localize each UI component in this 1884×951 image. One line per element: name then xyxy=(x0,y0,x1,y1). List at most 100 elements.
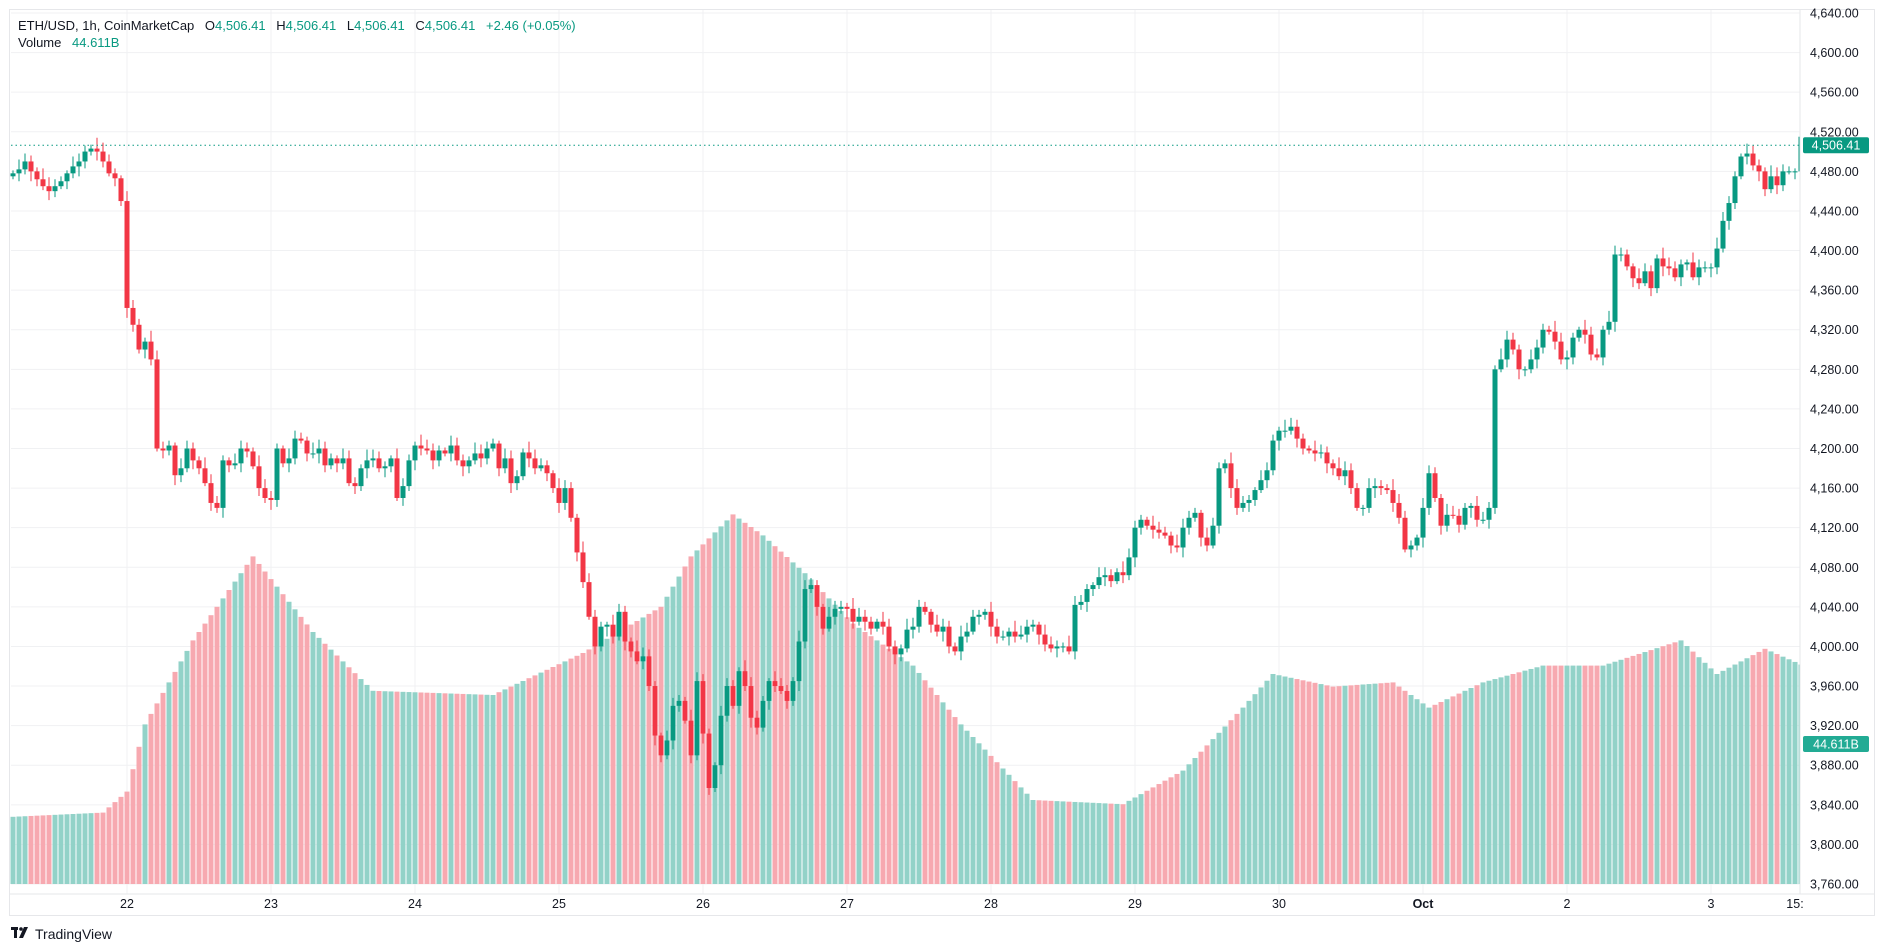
volume-bar xyxy=(1534,667,1540,884)
volume-bar xyxy=(1378,683,1384,884)
candle-body xyxy=(454,445,460,461)
candle-body xyxy=(838,606,844,609)
volume-bar xyxy=(172,671,178,884)
y-tick-label: 3,880.00 xyxy=(1810,759,1859,773)
volume-bar xyxy=(1312,682,1318,884)
candle-body xyxy=(1774,176,1780,186)
symbol-title[interactable]: ETH/USD, 1h, CoinMarketCap xyxy=(18,18,195,33)
x-tick-label: 26 xyxy=(696,897,710,911)
candle-body xyxy=(664,740,670,756)
volume-bar xyxy=(64,814,70,884)
candle-body xyxy=(130,307,136,325)
volume-bar xyxy=(538,672,544,884)
candle-body xyxy=(472,453,478,461)
volume-bar xyxy=(46,815,52,884)
volume-bar xyxy=(1042,800,1048,884)
volume-label[interactable]: Volume xyxy=(18,35,62,50)
volume-bar xyxy=(1546,665,1552,884)
volume-bar xyxy=(886,648,892,884)
candle-body xyxy=(1090,585,1096,590)
volume-bar xyxy=(1738,661,1744,884)
volume-bar xyxy=(514,683,520,884)
volume-bar xyxy=(1330,686,1336,884)
volume-bar xyxy=(1708,668,1714,884)
volume-bar xyxy=(40,815,46,884)
volume-bar xyxy=(322,643,328,884)
candle-body xyxy=(532,458,538,469)
tradingview-branding[interactable]: TradingView xyxy=(11,926,112,942)
candle-body xyxy=(1660,258,1666,267)
volume-bar xyxy=(646,613,652,884)
volume-bar xyxy=(922,680,928,884)
volume-bar xyxy=(160,692,166,884)
volume-bar xyxy=(1696,657,1702,884)
y-tick-label: 4,240.00 xyxy=(1810,402,1859,416)
volume-bar xyxy=(448,693,454,884)
candle-body xyxy=(586,582,592,617)
candle-body xyxy=(1450,514,1456,516)
volume-bar xyxy=(1654,648,1660,884)
low-value: 4,506.41 xyxy=(354,18,405,33)
volume-bar xyxy=(16,816,22,884)
volume-bar xyxy=(100,812,106,884)
x-tick-label: 3 xyxy=(1708,897,1715,911)
volume-bar xyxy=(502,689,508,884)
candle-body xyxy=(1564,357,1570,360)
volume-bar xyxy=(532,675,538,884)
volume-bar xyxy=(1576,665,1582,884)
volume-bar xyxy=(1108,803,1114,884)
volume-bar xyxy=(1648,650,1654,884)
candle-body xyxy=(1624,254,1630,267)
candle-body xyxy=(1456,515,1462,525)
y-tick-label: 4,600.00 xyxy=(1810,46,1859,60)
y-tick-label: 4,120.00 xyxy=(1810,521,1859,535)
candle-body xyxy=(742,671,748,687)
candle-body xyxy=(1240,502,1246,508)
candle-body xyxy=(844,606,850,609)
candle-body xyxy=(82,151,88,162)
candle-body xyxy=(1330,463,1336,469)
candle-body xyxy=(358,468,364,487)
candle-body xyxy=(514,476,520,484)
candle-body xyxy=(814,585,820,607)
volume-bar xyxy=(1564,665,1570,884)
volume-bar xyxy=(1492,679,1498,884)
candle-body xyxy=(412,445,418,461)
candle-body xyxy=(220,460,226,508)
candle-body xyxy=(1396,502,1402,518)
candle-body xyxy=(1060,646,1066,648)
volume-bar xyxy=(1264,680,1270,884)
candle-body xyxy=(364,460,370,469)
candle-body xyxy=(640,656,646,662)
candle-body xyxy=(1768,176,1774,190)
volume-bar xyxy=(268,579,274,884)
candle-body xyxy=(202,468,208,484)
candle-body xyxy=(556,488,562,503)
candle-body xyxy=(1192,512,1198,518)
open-label: O xyxy=(204,18,216,33)
volume-bar xyxy=(58,814,64,884)
volume-bar xyxy=(94,812,100,884)
candle-body xyxy=(862,616,868,622)
change-value: +2.46 (+0.05%) xyxy=(485,18,576,33)
candle-body xyxy=(10,173,16,177)
candle-body xyxy=(1648,271,1654,289)
tradingview-label: TradingView xyxy=(35,926,113,942)
volume-bar xyxy=(1450,696,1456,884)
candle-body xyxy=(1738,156,1744,177)
candle-body xyxy=(1174,545,1180,548)
candle-body xyxy=(496,443,502,469)
volume-bar xyxy=(1786,659,1792,884)
volume-bar xyxy=(1684,646,1690,884)
volume-bar xyxy=(364,684,370,884)
candle-body xyxy=(970,616,976,632)
candle-body xyxy=(1348,470,1354,489)
volume-bar xyxy=(274,586,280,884)
y-tick-label: 4,560.00 xyxy=(1810,86,1859,100)
candle-body xyxy=(154,359,160,449)
candle-body xyxy=(1198,512,1204,538)
volume-bar xyxy=(1102,803,1108,884)
volume-bar xyxy=(808,579,814,884)
candle-body xyxy=(592,616,598,647)
